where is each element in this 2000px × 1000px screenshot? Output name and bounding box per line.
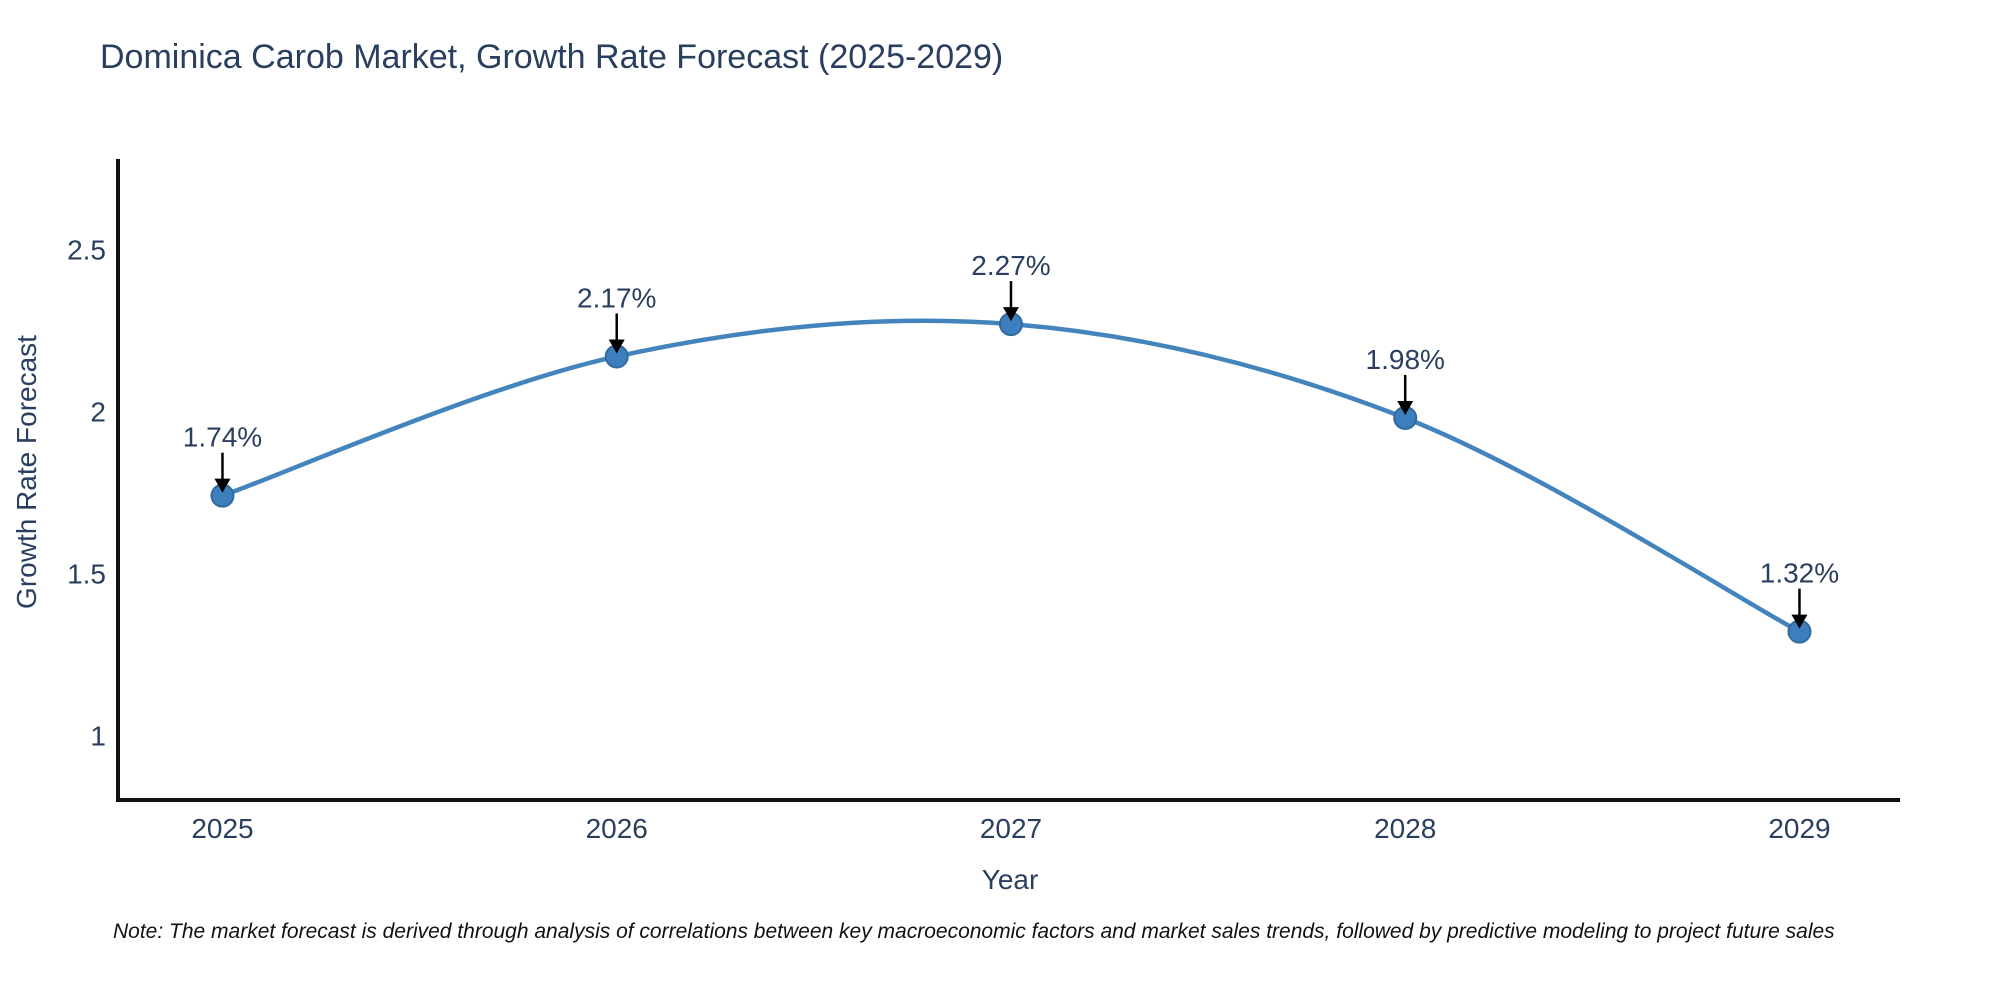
- y-tick-label: 1.5: [67, 558, 106, 589]
- annotation-label: 1.74%: [183, 422, 262, 453]
- x-tick-label: 2025: [191, 813, 253, 844]
- x-tick-label: 2027: [980, 813, 1042, 844]
- footnote: Note: The market forecast is derived thr…: [113, 920, 1835, 943]
- annotation-label: 2.27%: [971, 250, 1050, 281]
- annotation-arrow-head: [1397, 400, 1414, 415]
- annotation-label: 1.32%: [1760, 558, 1839, 589]
- chart-title: Dominica Carob Market, Growth Rate Forec…: [100, 38, 1004, 76]
- y-tick-label: 1: [90, 720, 106, 751]
- annotation-arrow-head: [1002, 307, 1019, 322]
- x-tick-label: 2026: [586, 813, 648, 844]
- y-tick-label: 2: [90, 397, 106, 428]
- annotation-label: 1.98%: [1366, 344, 1445, 375]
- x-tick-label: 2029: [1768, 813, 1830, 844]
- annotation-arrow-head: [1791, 614, 1808, 629]
- series-line: [220, 318, 1802, 634]
- annotation-label: 2.17%: [577, 282, 656, 313]
- x-tick-label: 2028: [1374, 813, 1436, 844]
- annotation-arrow-head: [608, 339, 625, 354]
- y-tick-label: 2.5: [67, 235, 106, 266]
- x-axis-title: Year: [981, 864, 1039, 895]
- annotation-arrow-head: [214, 478, 231, 493]
